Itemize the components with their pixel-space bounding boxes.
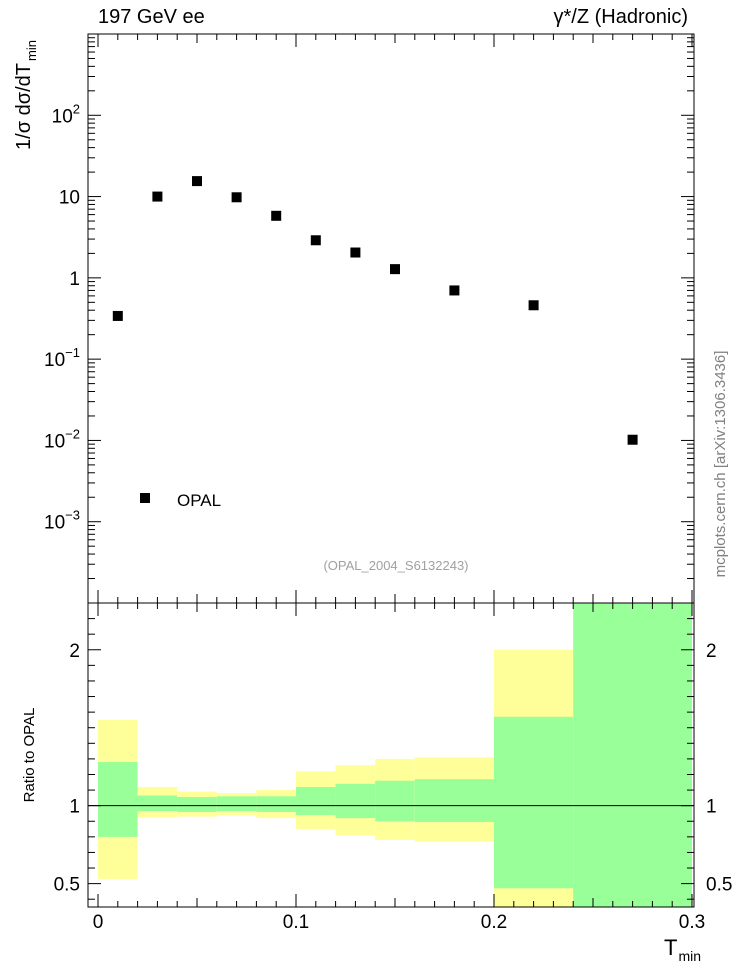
- tick-base: 10: [44, 513, 65, 534]
- tick-base: 10: [52, 106, 73, 127]
- analysis-id-label: (OPAL_2004_S6132243): [323, 558, 468, 573]
- ratio-frame: [87, 602, 695, 908]
- main-y-tick-label: 1: [69, 269, 80, 290]
- ratio-y-axis-label: Ratio to OPAL: [21, 708, 38, 803]
- x-tick-label: 0.2: [481, 912, 507, 933]
- data-point: [112, 310, 123, 321]
- ratio-y-tick-label-left: 2: [69, 641, 80, 662]
- x-tick-label: 0.1: [283, 912, 309, 933]
- ylabel-main-part: 1/σ dσ/dT: [13, 63, 35, 150]
- process-label: γ*/Z (Hadronic): [553, 6, 688, 28]
- ratio-y-tick-label-left: 0.5: [54, 875, 80, 896]
- inner-band-bin: [573, 603, 692, 907]
- data-point: [449, 285, 460, 296]
- inner-band-bin: [216, 796, 257, 812]
- xlabel-subscript: min: [678, 948, 701, 964]
- ratio-bands: [98, 603, 692, 907]
- legend-label-opal: OPAL: [177, 491, 221, 510]
- ratio-y-tick-label-right: 2: [706, 641, 717, 662]
- inner-band-bin: [98, 762, 138, 837]
- inner-band-bin: [256, 796, 296, 812]
- data-point: [350, 247, 361, 258]
- inner-band-bin: [296, 786, 336, 816]
- data-point: [152, 191, 163, 202]
- data-point: [627, 434, 638, 445]
- x-tick-labels: 0 0.1 0.2 0.3: [93, 912, 706, 933]
- ratio-y-tick-labels: 0.5 0.5 1 1 2 2: [54, 641, 733, 896]
- inner-band-bin: [177, 797, 217, 812]
- main-y-tick-label: 102: [52, 101, 80, 127]
- data-point: [390, 264, 400, 275]
- data-point: [192, 176, 202, 187]
- main-y-tick-label: 10−1: [44, 345, 80, 371]
- watermark-text: mcplots.cern.ch [arXiv:1306.3436]: [712, 351, 729, 578]
- tick-exponent: −1: [65, 345, 80, 360]
- ratio-y-tick-label-right: 1: [706, 797, 717, 818]
- data-point: [271, 210, 282, 221]
- xlabel-main-part: T: [664, 935, 677, 960]
- inner-band-bin: [494, 716, 574, 889]
- legend: OPAL: [140, 491, 221, 510]
- tick-exponent: −3: [65, 508, 80, 523]
- ratio-panel: 0.5 0.5 1 1 2 2 0 0.1 0.2 0.3: [54, 602, 733, 933]
- x-axis-label: Tmin: [664, 935, 701, 964]
- tick-base: 10: [44, 350, 65, 371]
- main-y-tick-label: 10−3: [44, 508, 80, 534]
- ylabel-subscript: min: [24, 40, 39, 61]
- x-tick-label: 0: [93, 912, 104, 933]
- opal-markers: [112, 176, 638, 445]
- data-point: [310, 235, 321, 246]
- inner-band-bin: [137, 795, 178, 812]
- ratio-y-tick-label-right: 0.5: [706, 875, 732, 896]
- inner-band-bin: [414, 779, 494, 823]
- main-y-tick-label: 10−2: [44, 426, 80, 452]
- main-axis-ticks: [88, 34, 694, 604]
- tick-exponent: −2: [65, 426, 80, 441]
- inner-band-bin: [375, 780, 415, 822]
- legend-marker: [140, 493, 150, 503]
- main-frame: [87, 33, 695, 604]
- data-point: [528, 300, 539, 311]
- ratio-y-tick-label-left: 1: [69, 797, 80, 818]
- data-point: [231, 192, 242, 203]
- energy-label: 197 GeV ee: [98, 6, 205, 28]
- tick-exponent: 2: [73, 101, 80, 116]
- main-y-tick-label: 10: [59, 188, 80, 209]
- ratio-axis-ticks: [88, 603, 694, 907]
- inner-band-bin: [335, 783, 376, 819]
- tick-base: 10: [44, 431, 65, 452]
- x-tick-label: 0.3: [679, 912, 705, 933]
- main-y-axis-label: 1/σ dσ/dT min: [13, 40, 39, 150]
